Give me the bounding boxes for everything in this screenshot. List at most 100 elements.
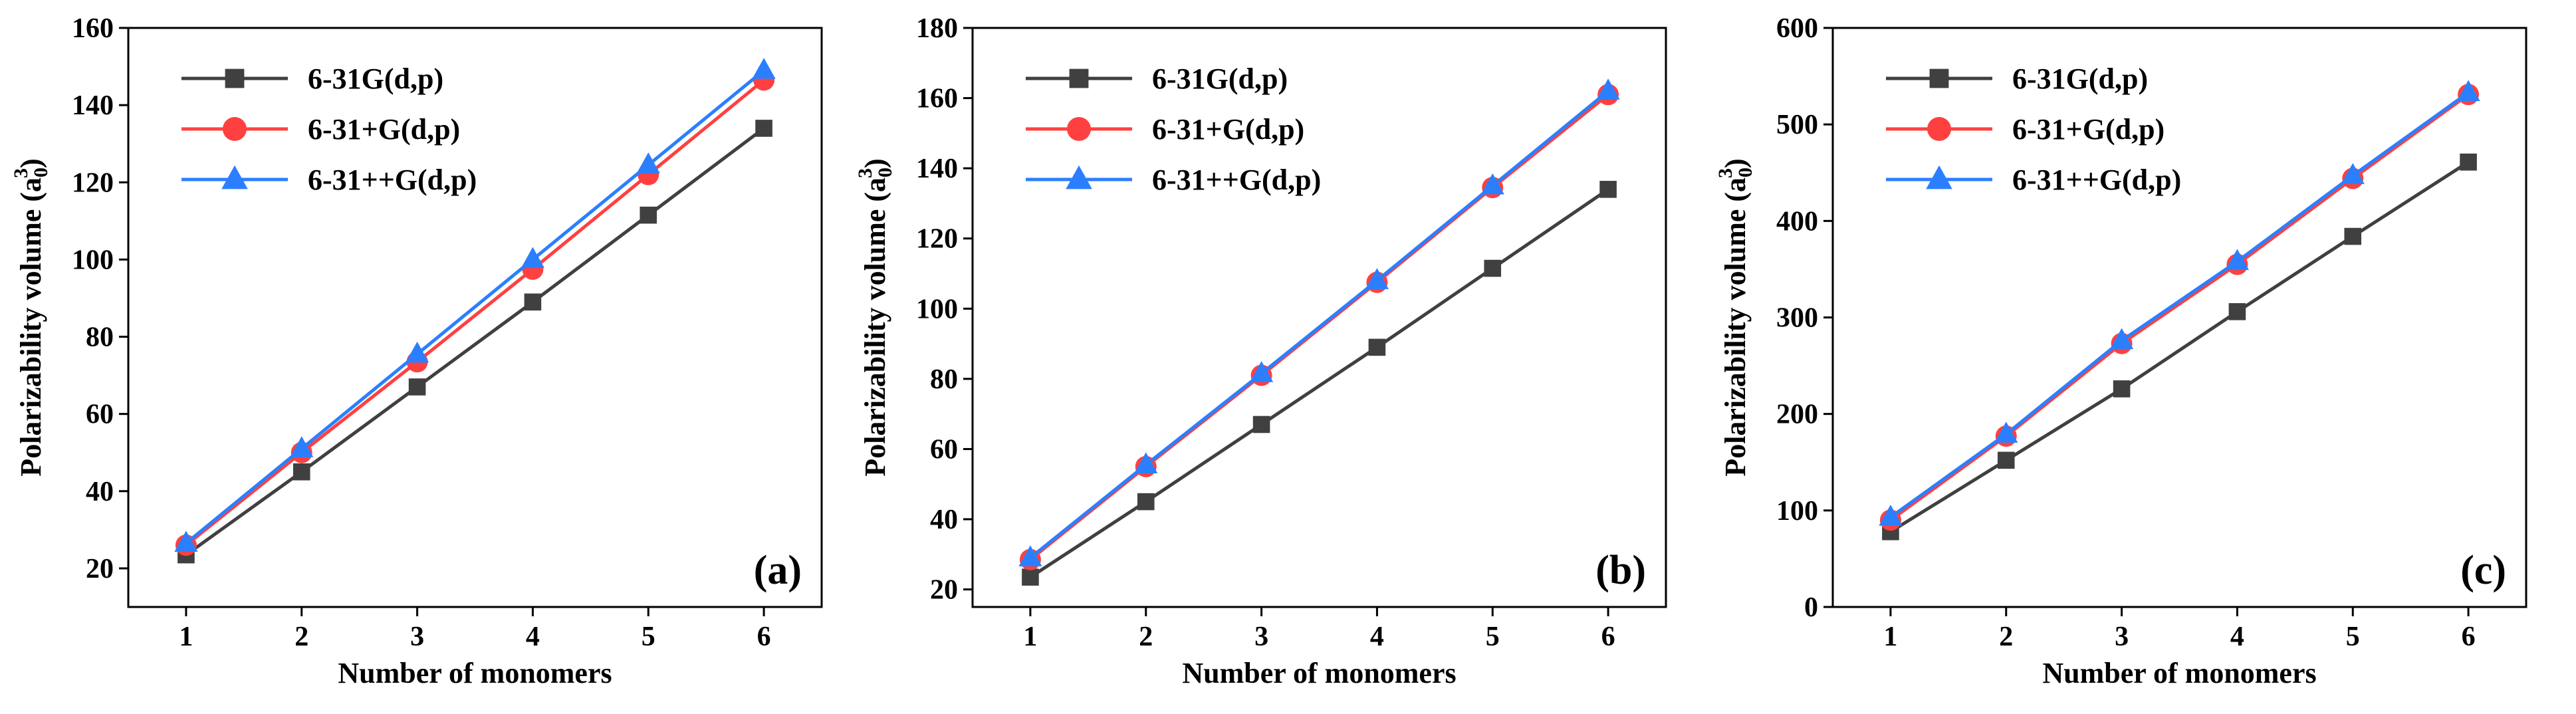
data-point (1484, 259, 1502, 277)
legend: 6-31G(d,p) 6-31+G(d,p) 6-31++G(d,p) (1886, 62, 2181, 196)
chart-panel-2: 20 40 60 80 100 120 140 160 180 1 2 3 4 5 6 Number of m… (854, 13, 1667, 689)
y-tick-label: 300 (1776, 303, 1818, 334)
plot-frame (971, 27, 1667, 608)
x-tick-label: 4 (1370, 622, 1384, 652)
legend-label: 6-31G(d,p) (2012, 62, 2148, 95)
y-tick-label: 0 (1804, 592, 1818, 623)
data-point (1997, 451, 2015, 469)
y-tick-label: 140 (916, 154, 958, 184)
legend-marker (221, 165, 248, 189)
x-tick-label: 3 (2115, 622, 2129, 652)
series-line (1889, 91, 2470, 519)
x-tick-label: 3 (410, 622, 424, 652)
series-line (1029, 187, 1609, 579)
data-point (2113, 380, 2131, 398)
legend-marker (1926, 165, 1952, 189)
data-point (2344, 227, 2362, 245)
x-tick-label: 6 (2462, 622, 2476, 652)
series-triangle (174, 58, 776, 552)
x-tick-label: 2 (1999, 622, 2013, 652)
x-tick-label: 2 (294, 622, 308, 652)
data-point (1596, 78, 1620, 100)
data-point (2341, 163, 2365, 184)
data-point (405, 341, 429, 363)
x-axis-title: Number of monomers (1182, 657, 1456, 689)
x-tick-label: 1 (179, 622, 193, 652)
data-point (174, 531, 198, 552)
legend-label: 6-31+G(d,p) (1152, 113, 1304, 146)
data-point (1368, 338, 1386, 356)
x-tick-label: 1 (1883, 622, 1897, 652)
y-tick-label: 140 (72, 90, 114, 121)
y-axis-title-superscript: 3 (10, 168, 32, 178)
series-triangle (1879, 80, 2480, 526)
y-tick-label: 200 (1776, 400, 1818, 430)
legend-label: 6-31++G(d,p) (1152, 164, 1321, 196)
data-point (290, 436, 314, 457)
y-axis-title-main: Polarizability volume (a (1719, 178, 1752, 477)
y-axis-title: Polarizability volume (a03) (1714, 158, 1756, 476)
y-tick-label: 80 (86, 322, 114, 353)
data-point (2460, 153, 2477, 171)
legend-label: 6-31+G(d,p) (2012, 113, 2165, 146)
data-point (1018, 545, 1042, 566)
x-tick-label: 5 (2346, 622, 2360, 652)
y-axis-title-main: Polarizability volume (a (859, 178, 891, 477)
x-tick-label: 6 (757, 622, 771, 652)
panel-label: (c) (2460, 548, 2506, 593)
y-tick-label: 120 (916, 224, 958, 255)
y-tick-label: 160 (72, 13, 114, 44)
data-point (1022, 568, 1039, 586)
y-axis-title-superscript: 3 (854, 168, 876, 178)
y-tick-label: 180 (916, 13, 958, 44)
data-point (755, 120, 772, 137)
y-tick-label: 20 (86, 554, 114, 584)
series-line (185, 78, 765, 547)
y-tick-label: 20 (930, 575, 958, 606)
data-point (1599, 181, 1617, 198)
series-line (1029, 90, 1609, 560)
series-circle (175, 69, 775, 556)
plot-frame (127, 27, 823, 608)
y-tick-label: 400 (1776, 206, 1818, 237)
series-line (185, 68, 765, 545)
plot-frame (1831, 27, 2527, 608)
data-point (1137, 493, 1155, 511)
x-tick-label: 4 (526, 622, 540, 652)
y-tick-label: 600 (1776, 13, 1818, 44)
data-point (1994, 421, 2018, 443)
y-tick-label: 100 (72, 245, 114, 275)
x-tick-label: 6 (1601, 622, 1615, 652)
y-tick-label: 60 (930, 434, 958, 465)
legend-marker (223, 117, 247, 141)
y-tick-label: 100 (916, 294, 958, 324)
data-point (524, 293, 542, 311)
y-axis-title-tail: ) (15, 158, 47, 168)
x-tick-label: 3 (1254, 622, 1268, 652)
legend-label: 6-31++G(d,p) (2012, 164, 2181, 196)
x-tick-label: 2 (1139, 622, 1153, 652)
data-point (408, 378, 426, 396)
y-tick-label: 500 (1776, 110, 1818, 140)
legend-marker (1066, 165, 1092, 189)
data-point (636, 152, 660, 174)
legend-label: 6-31G(d,p) (1152, 62, 1288, 95)
y-axis-title-tail: ) (1719, 158, 1752, 168)
legend-marker (225, 68, 245, 88)
data-point (1879, 505, 1903, 526)
y-tick-label: 60 (86, 400, 114, 430)
y-axis-title-superscript: 3 (1714, 168, 1736, 178)
legend-marker (1069, 68, 1089, 88)
y-axis-title: Polarizability volume (a03) (10, 158, 52, 476)
legend-marker (1067, 117, 1091, 141)
y-tick-label: 40 (930, 505, 958, 535)
data-point (1249, 361, 1274, 382)
data-point (521, 247, 545, 269)
legend-label: 6-31+G(d,p) (308, 113, 460, 146)
data-point (2109, 328, 2134, 350)
series-line (1889, 160, 2470, 533)
series-square (1882, 153, 2477, 540)
legend-marker (1927, 117, 1951, 141)
data-point (1365, 268, 1389, 289)
